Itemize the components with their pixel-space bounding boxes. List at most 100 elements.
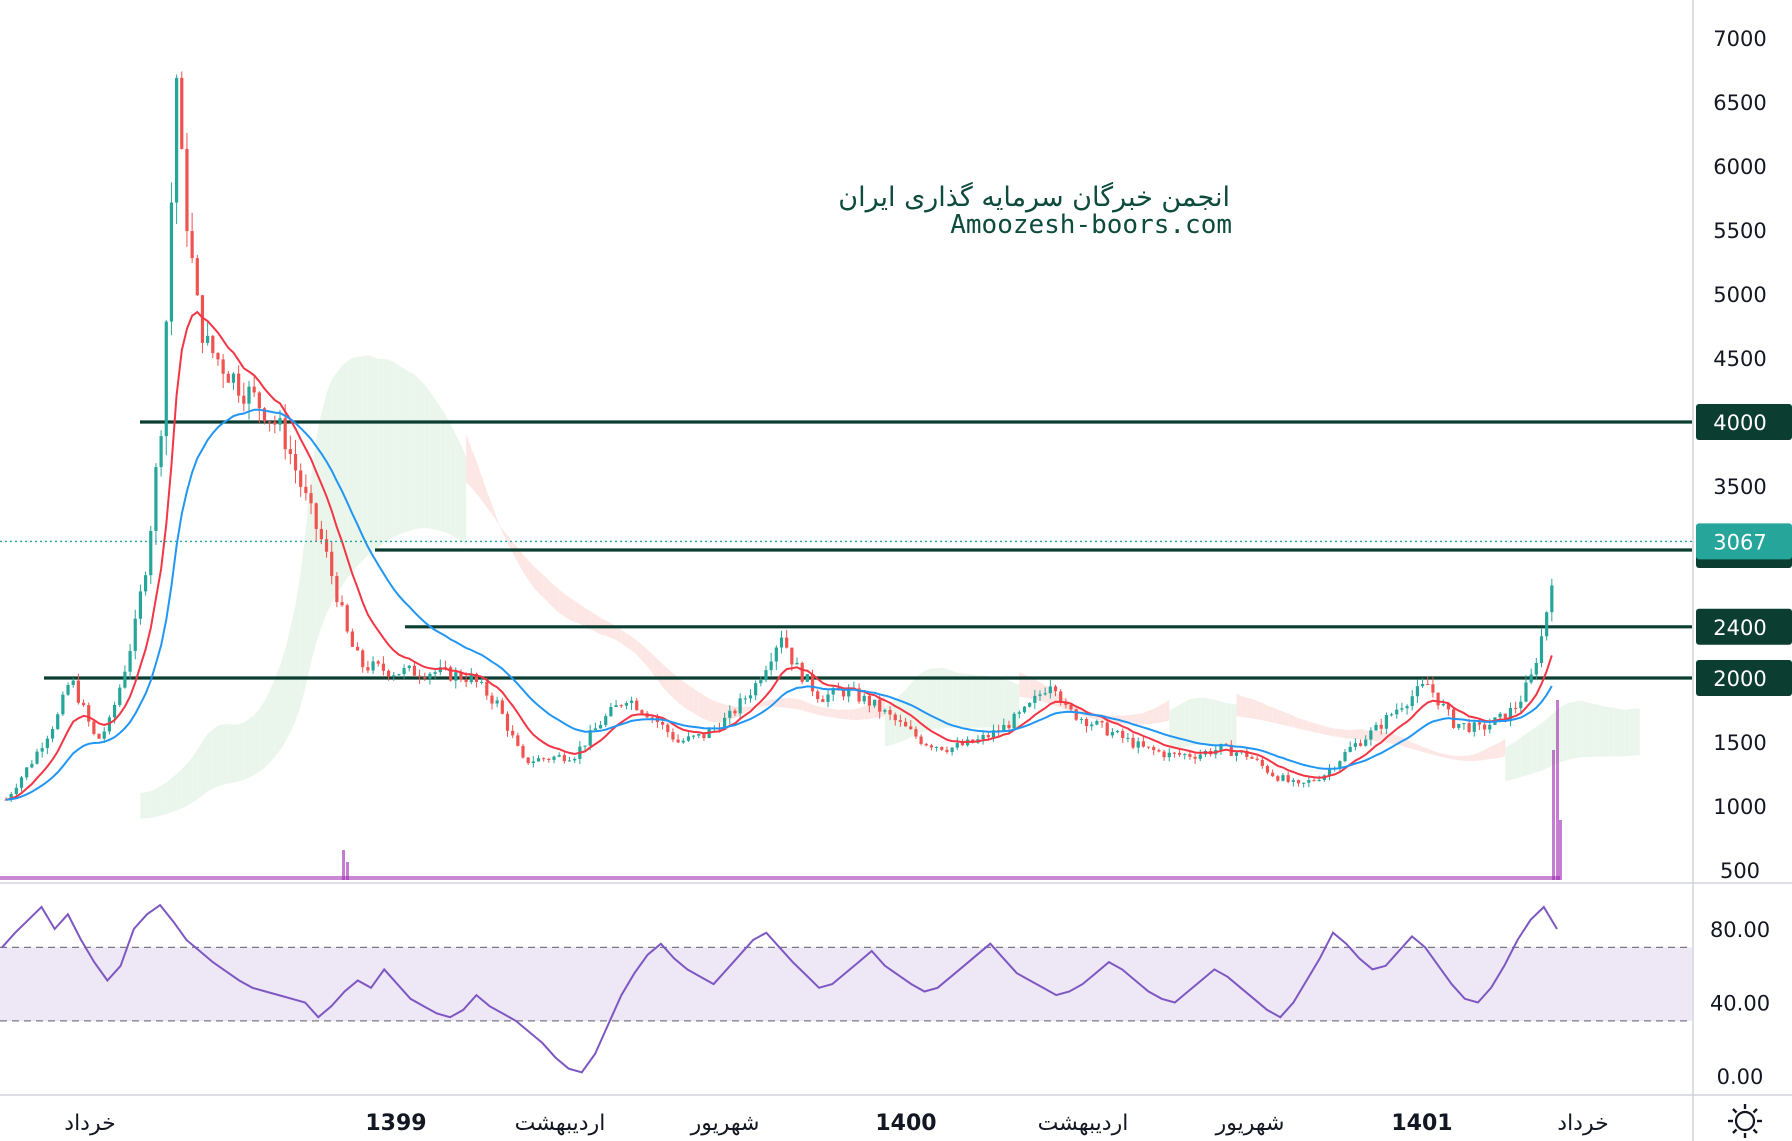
candle-body [1157, 750, 1161, 752]
candle-body [821, 699, 825, 702]
cloud-segment [621, 629, 627, 648]
rsi-pane[interactable] [0, 903, 1692, 1074]
level-tag-label: 2000 [1713, 667, 1766, 691]
candle-body [1400, 708, 1404, 710]
candle-body [159, 436, 163, 468]
cloud-segment [585, 607, 591, 630]
candle-body [283, 418, 287, 450]
cloud-segment [1355, 729, 1361, 740]
candlesticks [4, 71, 1554, 802]
cloud-segment [367, 355, 374, 556]
candle-body [1462, 723, 1466, 725]
price-tick-label: 5500 [1713, 219, 1766, 243]
cloud-segment [1179, 701, 1185, 749]
cloud-segment [492, 504, 498, 522]
candle-body [1276, 776, 1280, 781]
candle-body [1477, 722, 1482, 725]
gear-icon[interactable] [1728, 1104, 1762, 1138]
cloud-segment [362, 355, 368, 561]
cloud-segment [884, 702, 891, 747]
cloud-segment [300, 529, 306, 706]
candle-body [536, 758, 541, 762]
candle-body [1260, 759, 1264, 766]
candle-body [1234, 752, 1239, 756]
moving-averages [5, 310, 1553, 801]
candle-body [164, 321, 168, 437]
candle-body [1136, 741, 1140, 748]
candle-body [521, 745, 525, 758]
candle-body [418, 675, 422, 678]
candle-body [355, 646, 360, 651]
cloud-segment [197, 741, 203, 800]
cloud-segment [714, 700, 720, 723]
candle-body [1498, 713, 1502, 718]
candle-body [1503, 713, 1507, 722]
cloud-segment [274, 665, 280, 757]
candle-body [1291, 780, 1295, 782]
cloud-segment [1221, 701, 1227, 746]
candle-body [169, 202, 174, 322]
cloud-segment [238, 722, 244, 782]
candle-body [92, 721, 96, 734]
cloud-segment [202, 733, 208, 796]
candle-body [1426, 684, 1430, 686]
candle-body [1338, 761, 1342, 769]
candle-body [288, 449, 292, 455]
cloud-segment [564, 593, 570, 620]
cloud-segment [1427, 748, 1433, 755]
cloud-segment [559, 589, 565, 617]
cloud-segment [1495, 742, 1501, 759]
cloud-segment [1567, 702, 1573, 760]
candle-body [1188, 754, 1192, 757]
cloud-segment [1019, 672, 1025, 698]
cloud-segment [921, 670, 927, 733]
cloud-segment [797, 698, 803, 711]
candle-body [903, 721, 908, 727]
cloud-segment [1598, 704, 1604, 757]
candle-body [790, 647, 794, 665]
cloud-segment [409, 372, 415, 531]
cloud-segment [595, 614, 601, 635]
candle-body [1007, 724, 1011, 729]
candle-body [1389, 714, 1394, 716]
cloud-segment [445, 414, 451, 535]
candle-body [128, 650, 132, 672]
candle-body [1017, 712, 1021, 714]
cloud-segment [978, 675, 984, 728]
cloud-segment [1262, 702, 1268, 722]
candle-body [914, 729, 918, 737]
candle-body [35, 751, 39, 764]
cloud-segment [1148, 708, 1154, 725]
cloud-segment [316, 413, 322, 643]
cloud-segment [1303, 719, 1309, 731]
cloud-segment [869, 701, 875, 720]
cloud-segment [1624, 709, 1630, 757]
candle-body [25, 767, 29, 778]
candle-body [754, 683, 758, 696]
cloud-segment [1360, 729, 1366, 740]
cloud-segment [1339, 729, 1345, 739]
cloud-segment [140, 792, 146, 819]
candle-body [743, 698, 747, 700]
candle-body [76, 680, 80, 703]
cloud-segment [1164, 700, 1170, 722]
cloud-segment [1448, 754, 1454, 760]
rsi-axis[interactable]: 80.00 40.00 0.00 [1710, 918, 1770, 1089]
candle-body [231, 373, 236, 383]
candle-body [242, 395, 246, 404]
candle-body [1038, 694, 1042, 696]
time-axis[interactable]: خرداد 1399 اردیبهشت شهریور 1400 اردیبهشت شهریو… [64, 1111, 1608, 1136]
candle-body [500, 700, 504, 714]
candle-body [314, 503, 318, 529]
price-axis[interactable]: 7000 6500 6000 5500 5000 4500 3500 1500 1000 500 [1713, 27, 1766, 883]
candle-body [66, 685, 70, 695]
cloud-segment [1040, 682, 1046, 703]
cloud-segment [223, 724, 229, 785]
candle-body [1483, 724, 1487, 730]
cloud-segment [941, 667, 947, 728]
candle-body [1488, 724, 1492, 730]
candle-body [624, 703, 628, 706]
candle-body [629, 700, 634, 704]
cloud-segment [523, 554, 529, 580]
